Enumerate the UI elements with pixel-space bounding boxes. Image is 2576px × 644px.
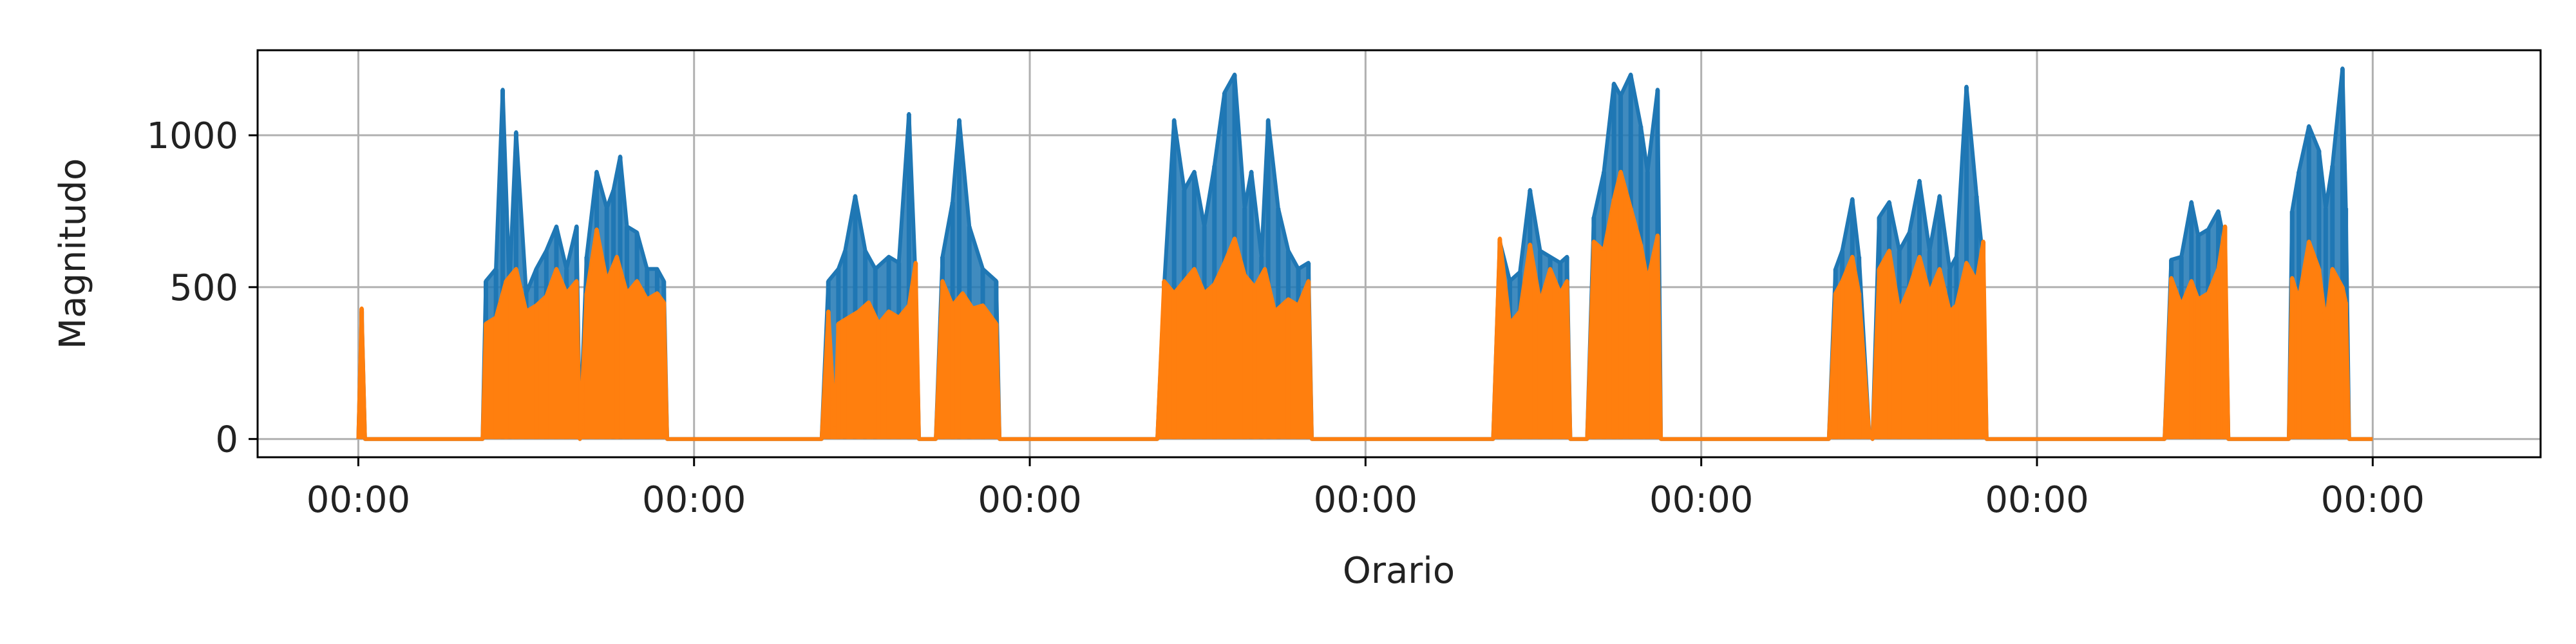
x-tick-label: 00:00 [642,479,746,521]
x-axis: 00:00 00:00 00:00 00:00 00:00 00:00 00:00 [307,457,2425,521]
y-axis: 0 500 1000 [146,115,258,461]
x-tick-label: 00:00 [978,479,1081,521]
x-tick-label: 00:00 [1314,479,1417,521]
y-tick-label: 500 [169,267,238,309]
y-axis-label: Magnitudo [52,158,94,350]
x-axis-label: Orario [1343,550,1455,592]
x-tick-label: 00:00 [307,479,410,521]
x-tick-label: 00:00 [1649,479,1753,521]
x-tick-label: 00:00 [1985,479,2088,521]
series-area [358,171,2373,439]
plot-frame [256,49,2542,459]
x-tick-label: 00:00 [2321,479,2425,521]
series-layer [356,66,2373,441]
series-orange [356,169,2373,441]
y-tick-label: 1000 [146,115,238,157]
y-tick-label: 0 [215,419,238,461]
